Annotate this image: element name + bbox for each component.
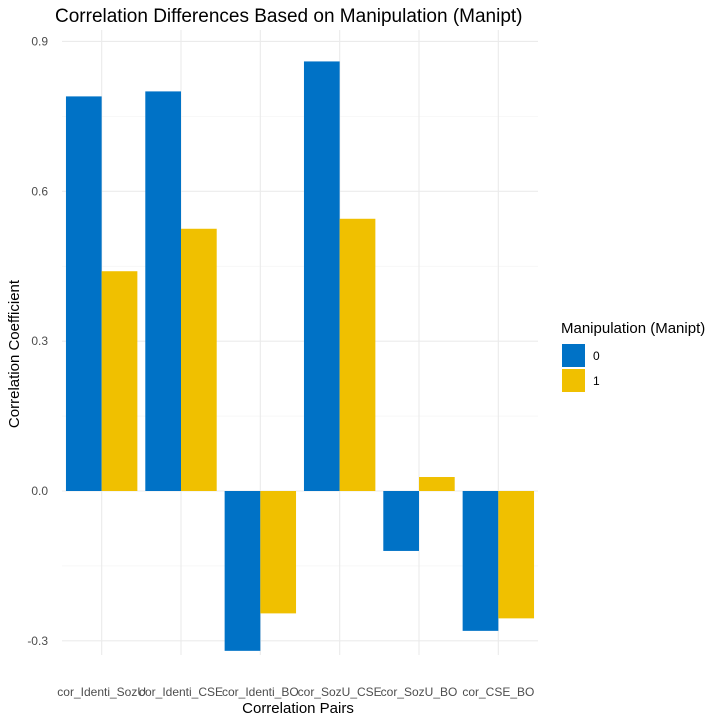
x-tick-label: cor_Identi_BO [222, 685, 299, 699]
legend-label: 1 [593, 374, 600, 388]
y-axis-title: Correlation Coefficient [6, 279, 23, 428]
legend-title: Manipulation (Manipt) [561, 320, 705, 337]
chart-title: Correlation Differences Based on Manipul… [55, 6, 523, 27]
bar-series-1-cor_Identi_BO [260, 491, 297, 614]
legend: Manipulation (Manipt) 0 1 [561, 320, 705, 392]
bar-series-0-cor_Identi_SozU [65, 96, 102, 492]
x-tick-label: cor_Identi_CSE [139, 685, 223, 699]
bar-series-1-cor_SozU_CSE [339, 218, 376, 491]
legend-key-1 [562, 369, 585, 392]
y-tick-label: 0.6 [31, 184, 48, 198]
y-tick-label: -0.3 [27, 634, 48, 648]
y-tick-label: 0.0 [31, 484, 48, 498]
legend-label: 0 [593, 349, 600, 363]
x-tick-label: cor_CSE_BO [462, 685, 534, 699]
legend-key-0 [562, 344, 585, 367]
bar-series-0-cor_Identi_BO [224, 491, 261, 651]
bar-series-1-cor_Identi_CSE [181, 228, 217, 491]
bar-series-1-cor_SozU_BO [419, 477, 455, 491]
x-tick-label: cor_SozU_BO [381, 685, 458, 699]
y-axis-ticks: -0.3 0.0 0.3 0.6 0.9 [27, 34, 48, 647]
y-tick-label: 0.3 [31, 334, 48, 348]
bar-series-0-cor_SozU_BO [383, 491, 419, 551]
bar-series-0-cor_CSE_BO [462, 491, 499, 631]
x-tick-label: cor_SozU_CSE [298, 685, 382, 699]
bar-series-1-cor_CSE_BO [498, 491, 535, 619]
x-tick-label: cor_Identi_SozU [57, 685, 146, 699]
y-tick-label: 0.9 [31, 34, 48, 48]
bars [65, 61, 535, 651]
bar-series-0-cor_SozU_CSE [303, 61, 340, 492]
bar-series-1-cor_Identi_SozU [101, 271, 138, 491]
x-axis-ticks: cor_Identi_SozUcor_Identi_CSEcor_Identi_… [57, 685, 534, 699]
x-axis-title: Correlation Pairs [242, 700, 354, 717]
bar-series-0-cor_Identi_CSE [145, 91, 181, 492]
